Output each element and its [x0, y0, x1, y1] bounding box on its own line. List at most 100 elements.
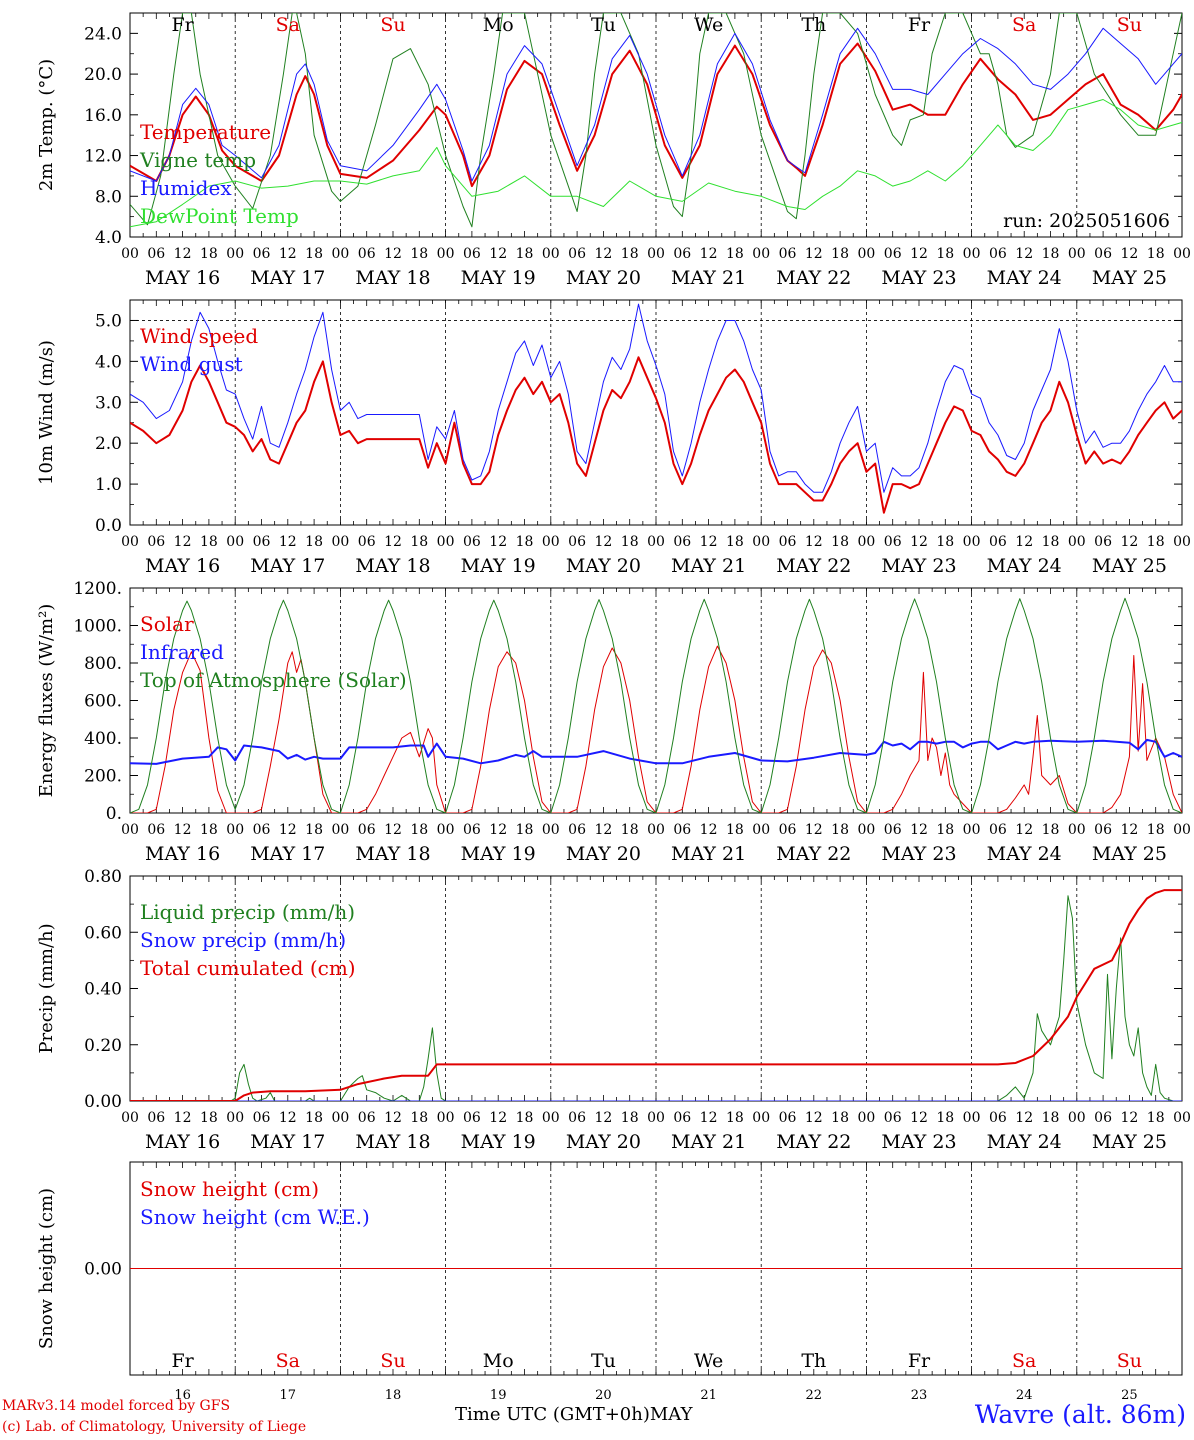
plot-frame-wind [129, 299, 1183, 526]
legend-entry: Wind gust [140, 352, 243, 376]
hour-label: 06 [147, 534, 165, 550]
hour-label: 00 [331, 534, 349, 550]
hour-label: 06 [989, 534, 1007, 550]
run-annotation: run: 2025051606 [1003, 210, 1170, 232]
hour-label: 06 [463, 1110, 481, 1126]
weekday-label: Su [1117, 14, 1142, 36]
date-number: 20 [595, 1388, 612, 1403]
legend-entry: Liquid precip (mm/h) [140, 900, 355, 924]
y-tick-label: 400. [84, 729, 122, 749]
hour-label: 12 [700, 822, 718, 838]
hour-label: 00 [752, 1110, 770, 1126]
y-tick-label: 0.80 [84, 867, 122, 887]
hour-label: 00 [437, 534, 455, 550]
hour-label: 00 [647, 1110, 665, 1126]
y-tick-label: 600. [84, 692, 122, 712]
hour-label: 00 [226, 822, 244, 838]
y-axis-label: Energy fluxes (W/m²) [36, 604, 57, 798]
hour-label: 06 [253, 534, 271, 550]
date-label: MAY 20 [566, 843, 641, 865]
legend-entry: Snow height (cm) [140, 1177, 319, 1201]
hour-label: 12 [1015, 1110, 1033, 1126]
legend-entry: Snow height (cm W.E.) [140, 1205, 370, 1229]
date-label: MAY 24 [987, 267, 1062, 289]
y-tick-label: 1200. [73, 579, 122, 599]
date-label: MAY 16 [145, 267, 220, 289]
date-label: MAY 20 [566, 267, 641, 289]
date-label: MAY 19 [461, 267, 536, 289]
weekday-label: Sa [1012, 14, 1036, 36]
x-tick-marks [129, 876, 1183, 1101]
hour-label: 06 [568, 1110, 586, 1126]
series-line-temp-3 [130, 99, 1182, 228]
hour-label: 12 [384, 246, 402, 262]
hour-label: 12 [1015, 534, 1033, 550]
weekday-label: Tu [591, 14, 616, 36]
hour-label: 18 [410, 534, 428, 550]
hour-label: 00 [226, 1110, 244, 1126]
hour-label: 18 [726, 534, 744, 550]
weekday-label: Mo [483, 14, 514, 36]
hour-label: 12 [279, 822, 297, 838]
weekday-label: Sa [276, 1350, 300, 1372]
hour-label: 18 [621, 534, 639, 550]
hour-label: 12 [279, 534, 297, 550]
weekday-label: Th [801, 14, 826, 36]
hour-label: 18 [621, 246, 639, 262]
hour-label: 12 [1120, 1110, 1138, 1126]
hour-label: 06 [673, 822, 691, 838]
date-label: MAY 18 [355, 555, 430, 577]
y-tick-label: 0.00 [84, 1092, 122, 1112]
hour-label: 12 [910, 822, 928, 838]
hour-label: 00 [647, 534, 665, 550]
hour-label: 06 [463, 534, 481, 550]
series-line-wind-0 [130, 356, 1182, 514]
date-label: MAY 16 [145, 555, 220, 577]
y-tick-label: 3.0 [95, 393, 122, 413]
date-label: MAY 16 [145, 843, 220, 865]
date-label: MAY 18 [355, 1131, 430, 1153]
x-axis-title-text: Time UTC (GMT+0h) [455, 1404, 650, 1425]
series-line-wind-1 [130, 303, 1182, 493]
date-label: MAY 25 [1092, 1131, 1167, 1153]
hour-label: 00 [226, 534, 244, 550]
hour-label: 12 [910, 534, 928, 550]
hour-label: 12 [805, 1110, 823, 1126]
date-label: MAY 19 [461, 843, 536, 865]
plot-frame-energy [129, 587, 1183, 814]
hour-label: 06 [673, 1110, 691, 1126]
hour-label: 12 [1015, 822, 1033, 838]
y-axis-label: 10m Wind (m/s) [36, 340, 57, 485]
weekday-label: Sa [276, 14, 300, 36]
legend-entry: Snow precip (mm/h) [140, 928, 346, 952]
hour-label: 18 [516, 534, 534, 550]
date-number: 17 [280, 1388, 297, 1403]
hour-label: 12 [384, 1110, 402, 1126]
hour-label: 12 [1120, 822, 1138, 838]
weekday-label: We [694, 14, 723, 36]
hour-label: 00 [542, 246, 560, 262]
legend-entry: DewPoint Temp [140, 204, 299, 228]
weekday-label: We [694, 1350, 723, 1372]
hour-label: 12 [594, 534, 612, 550]
legend-entry: Total cumulated (cm) [140, 956, 356, 980]
hour-label: 06 [884, 534, 902, 550]
hour-label: 18 [726, 246, 744, 262]
legend-entry: Solar [140, 612, 194, 636]
date-label: MAY 25 [1092, 555, 1167, 577]
hour-label: 06 [779, 246, 797, 262]
series-line-temp-1 [130, 13, 1182, 228]
weekday-label: Sa [1012, 1350, 1036, 1372]
hour-label: 00 [1068, 534, 1086, 550]
hour-label: 00 [857, 822, 875, 838]
hour-label: 00 [331, 822, 349, 838]
hour-label: 00 [437, 1110, 455, 1126]
hour-label: 00 [857, 246, 875, 262]
y-tick-label: 24.0 [84, 24, 122, 44]
y-tick-label: 0.40 [84, 980, 122, 1000]
hour-label: 18 [200, 1110, 218, 1126]
hour-label: 00 [963, 534, 981, 550]
hour-label: 00 [963, 246, 981, 262]
hour-label: 06 [358, 246, 376, 262]
